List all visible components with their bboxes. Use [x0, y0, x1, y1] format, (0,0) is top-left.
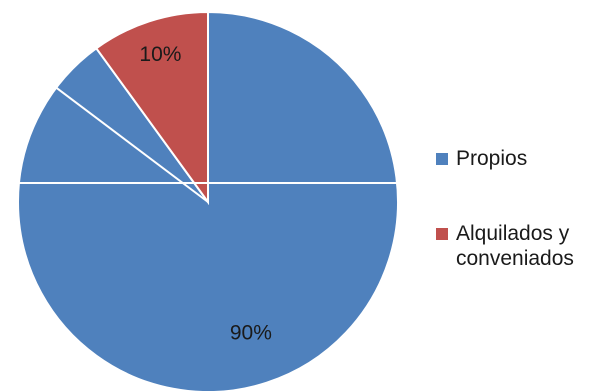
- data-label-alquilados: 10%: [139, 43, 181, 66]
- legend-swatch-propios: [436, 153, 448, 165]
- legend-swatch-alquilados: [436, 228, 448, 240]
- pie-data-labels: 90% 10%: [139, 43, 271, 344]
- pie-divider-diagonal: [55, 86, 209, 203]
- data-label-propios: 90%: [230, 321, 272, 344]
- legend-label-alquilados: Alquilados y conveniados: [456, 222, 574, 270]
- legend-item-propios: Propios: [436, 146, 608, 171]
- legend: Propios Alquilados y conveniados: [436, 146, 608, 271]
- legend-label-propios: Propios: [456, 147, 528, 170]
- pie-slices: [17, 10, 399, 391]
- legend-item-alquilados: Alquilados y conveniados: [436, 221, 608, 271]
- pie-slice-alquilados: [94, 10, 209, 206]
